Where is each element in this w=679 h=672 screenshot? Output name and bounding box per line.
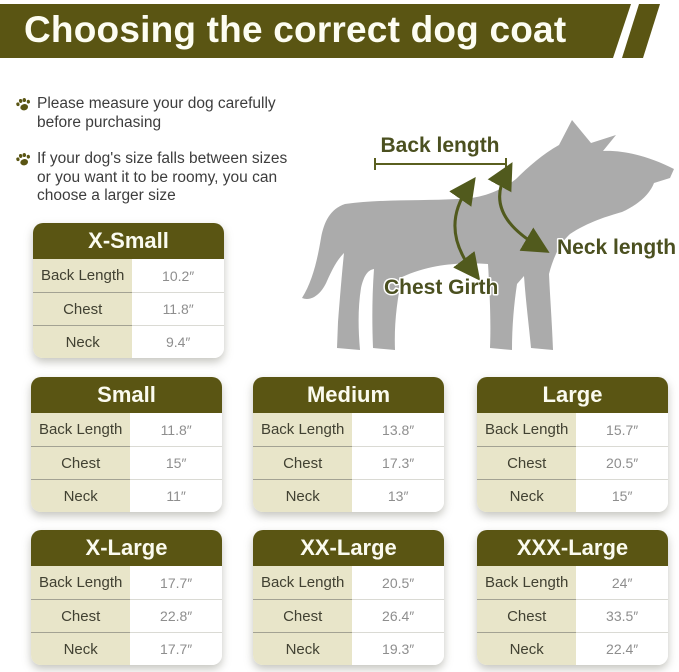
row-value: 17.7″ <box>130 566 222 599</box>
table-row: Back Length 11.8″ <box>31 413 222 446</box>
size-table-xx-large: XX-Large Back Length 20.5″ Chest 26.4″ N… <box>253 530 444 665</box>
row-value: 10.2″ <box>132 259 224 292</box>
row-value: 15″ <box>130 446 222 479</box>
table-row: Neck 22.4″ <box>477 632 668 665</box>
size-table-title: Small <box>31 377 222 413</box>
size-table-xxx-large: XXX-Large Back Length 24″ Chest 33.5″ Ne… <box>477 530 668 665</box>
table-row: Back Length 17.7″ <box>31 566 222 599</box>
table-row: Neck 19.3″ <box>253 632 444 665</box>
table-row: Chest 15″ <box>31 446 222 479</box>
row-label: Back Length <box>477 413 577 446</box>
row-value: 15.7″ <box>576 413 668 446</box>
note-text: If your dog's size falls between sizes o… <box>37 150 288 204</box>
size-table-title: X-Small <box>33 223 224 259</box>
table-row: Back Length 15.7″ <box>477 413 668 446</box>
title-banner: Choosing the correct dog coat <box>0 4 679 58</box>
size-table-title: Medium <box>253 377 444 413</box>
row-value: 11.8″ <box>132 292 224 325</box>
row-label: Neck <box>33 325 133 358</box>
row-value: 20.5″ <box>352 566 444 599</box>
row-value: 19.3″ <box>352 632 444 665</box>
row-value: 24″ <box>576 566 668 599</box>
back-length-measure-line <box>374 158 507 170</box>
table-row: Neck 13″ <box>253 479 444 512</box>
row-label: Back Length <box>31 413 131 446</box>
row-label: Neck <box>477 479 577 512</box>
page-title: Choosing the correct dog coat <box>24 8 567 50</box>
size-table-x-small: X-Small Back Length 10.2″ Chest 11.8″ Ne… <box>33 223 224 358</box>
neck-length-label: Neck length <box>557 236 676 259</box>
row-label: Back Length <box>253 413 353 446</box>
size-table-title: XXX-Large <box>477 530 668 566</box>
table-row: Chest 11.8″ <box>33 292 224 325</box>
row-label: Chest <box>33 292 133 325</box>
size-table-title: X-Large <box>31 530 222 566</box>
note-text: Please measure your dog carefully before… <box>37 95 276 131</box>
table-row: Neck 11″ <box>31 479 222 512</box>
size-table-medium: Medium Back Length 13.8″ Chest 17.3″ Nec… <box>253 377 444 512</box>
row-value: 11″ <box>130 479 222 512</box>
row-label: Neck <box>253 479 353 512</box>
row-value: 13″ <box>352 479 444 512</box>
size-table-small: Small Back Length 11.8″ Chest 15″ Neck 1… <box>31 377 222 512</box>
table-row: Back Length 13.8″ <box>253 413 444 446</box>
row-label: Neck <box>477 632 577 665</box>
row-label: Chest <box>253 446 353 479</box>
row-label: Chest <box>477 599 577 632</box>
row-value: 26.4″ <box>352 599 444 632</box>
row-label: Chest <box>253 599 353 632</box>
row-value: 9.4″ <box>132 325 224 358</box>
table-row: Back Length 20.5″ <box>253 566 444 599</box>
row-value: 22.4″ <box>576 632 668 665</box>
row-label: Chest <box>31 446 131 479</box>
row-label: Neck <box>31 479 131 512</box>
row-label: Back Length <box>253 566 353 599</box>
row-value: 11.8″ <box>130 413 222 446</box>
paw-icon <box>16 98 30 111</box>
row-value: 15″ <box>576 479 668 512</box>
row-value: 33.5″ <box>576 599 668 632</box>
row-value: 17.7″ <box>130 632 222 665</box>
size-table-x-large: X-Large Back Length 17.7″ Chest 22.8″ Ne… <box>31 530 222 665</box>
title-banner-bar: Choosing the correct dog coat <box>0 4 631 58</box>
table-row: Neck 9.4″ <box>33 325 224 358</box>
row-value: 20.5″ <box>576 446 668 479</box>
row-label: Back Length <box>477 566 577 599</box>
row-label: Neck <box>253 632 353 665</box>
note-between-sizes: If your dog's size falls between sizes o… <box>16 150 287 206</box>
chest-girth-label: Chest Girth <box>384 276 498 299</box>
row-label: Back Length <box>33 259 133 292</box>
row-label: Neck <box>31 632 131 665</box>
table-row: Chest 33.5″ <box>477 599 668 632</box>
back-length-label: Back length <box>380 134 499 157</box>
table-row: Chest 17.3″ <box>253 446 444 479</box>
table-row: Chest 26.4″ <box>253 599 444 632</box>
size-table-title: XX-Large <box>253 530 444 566</box>
row-value: 13.8″ <box>352 413 444 446</box>
size-table-large: Large Back Length 15.7″ Chest 20.5″ Neck… <box>477 377 668 512</box>
row-value: 17.3″ <box>352 446 444 479</box>
note-measure-carefully: Please measure your dog carefully before… <box>16 95 276 132</box>
size-table-title: Large <box>477 377 668 413</box>
table-row: Neck 15″ <box>477 479 668 512</box>
row-label: Chest <box>477 446 577 479</box>
table-row: Neck 17.7″ <box>31 632 222 665</box>
chest-girth-arrow <box>449 176 481 281</box>
table-row: Chest 20.5″ <box>477 446 668 479</box>
dog-measurement-diagram: Back length Neck length Chest Girth <box>302 120 678 350</box>
table-row: Back Length 10.2″ <box>33 259 224 292</box>
row-label: Chest <box>31 599 131 632</box>
row-value: 22.8″ <box>130 599 222 632</box>
paw-icon <box>16 153 30 166</box>
neck-girth-arrow <box>487 162 550 253</box>
table-row: Chest 22.8″ <box>31 599 222 632</box>
row-label: Back Length <box>31 566 131 599</box>
table-row: Back Length 24″ <box>477 566 668 599</box>
